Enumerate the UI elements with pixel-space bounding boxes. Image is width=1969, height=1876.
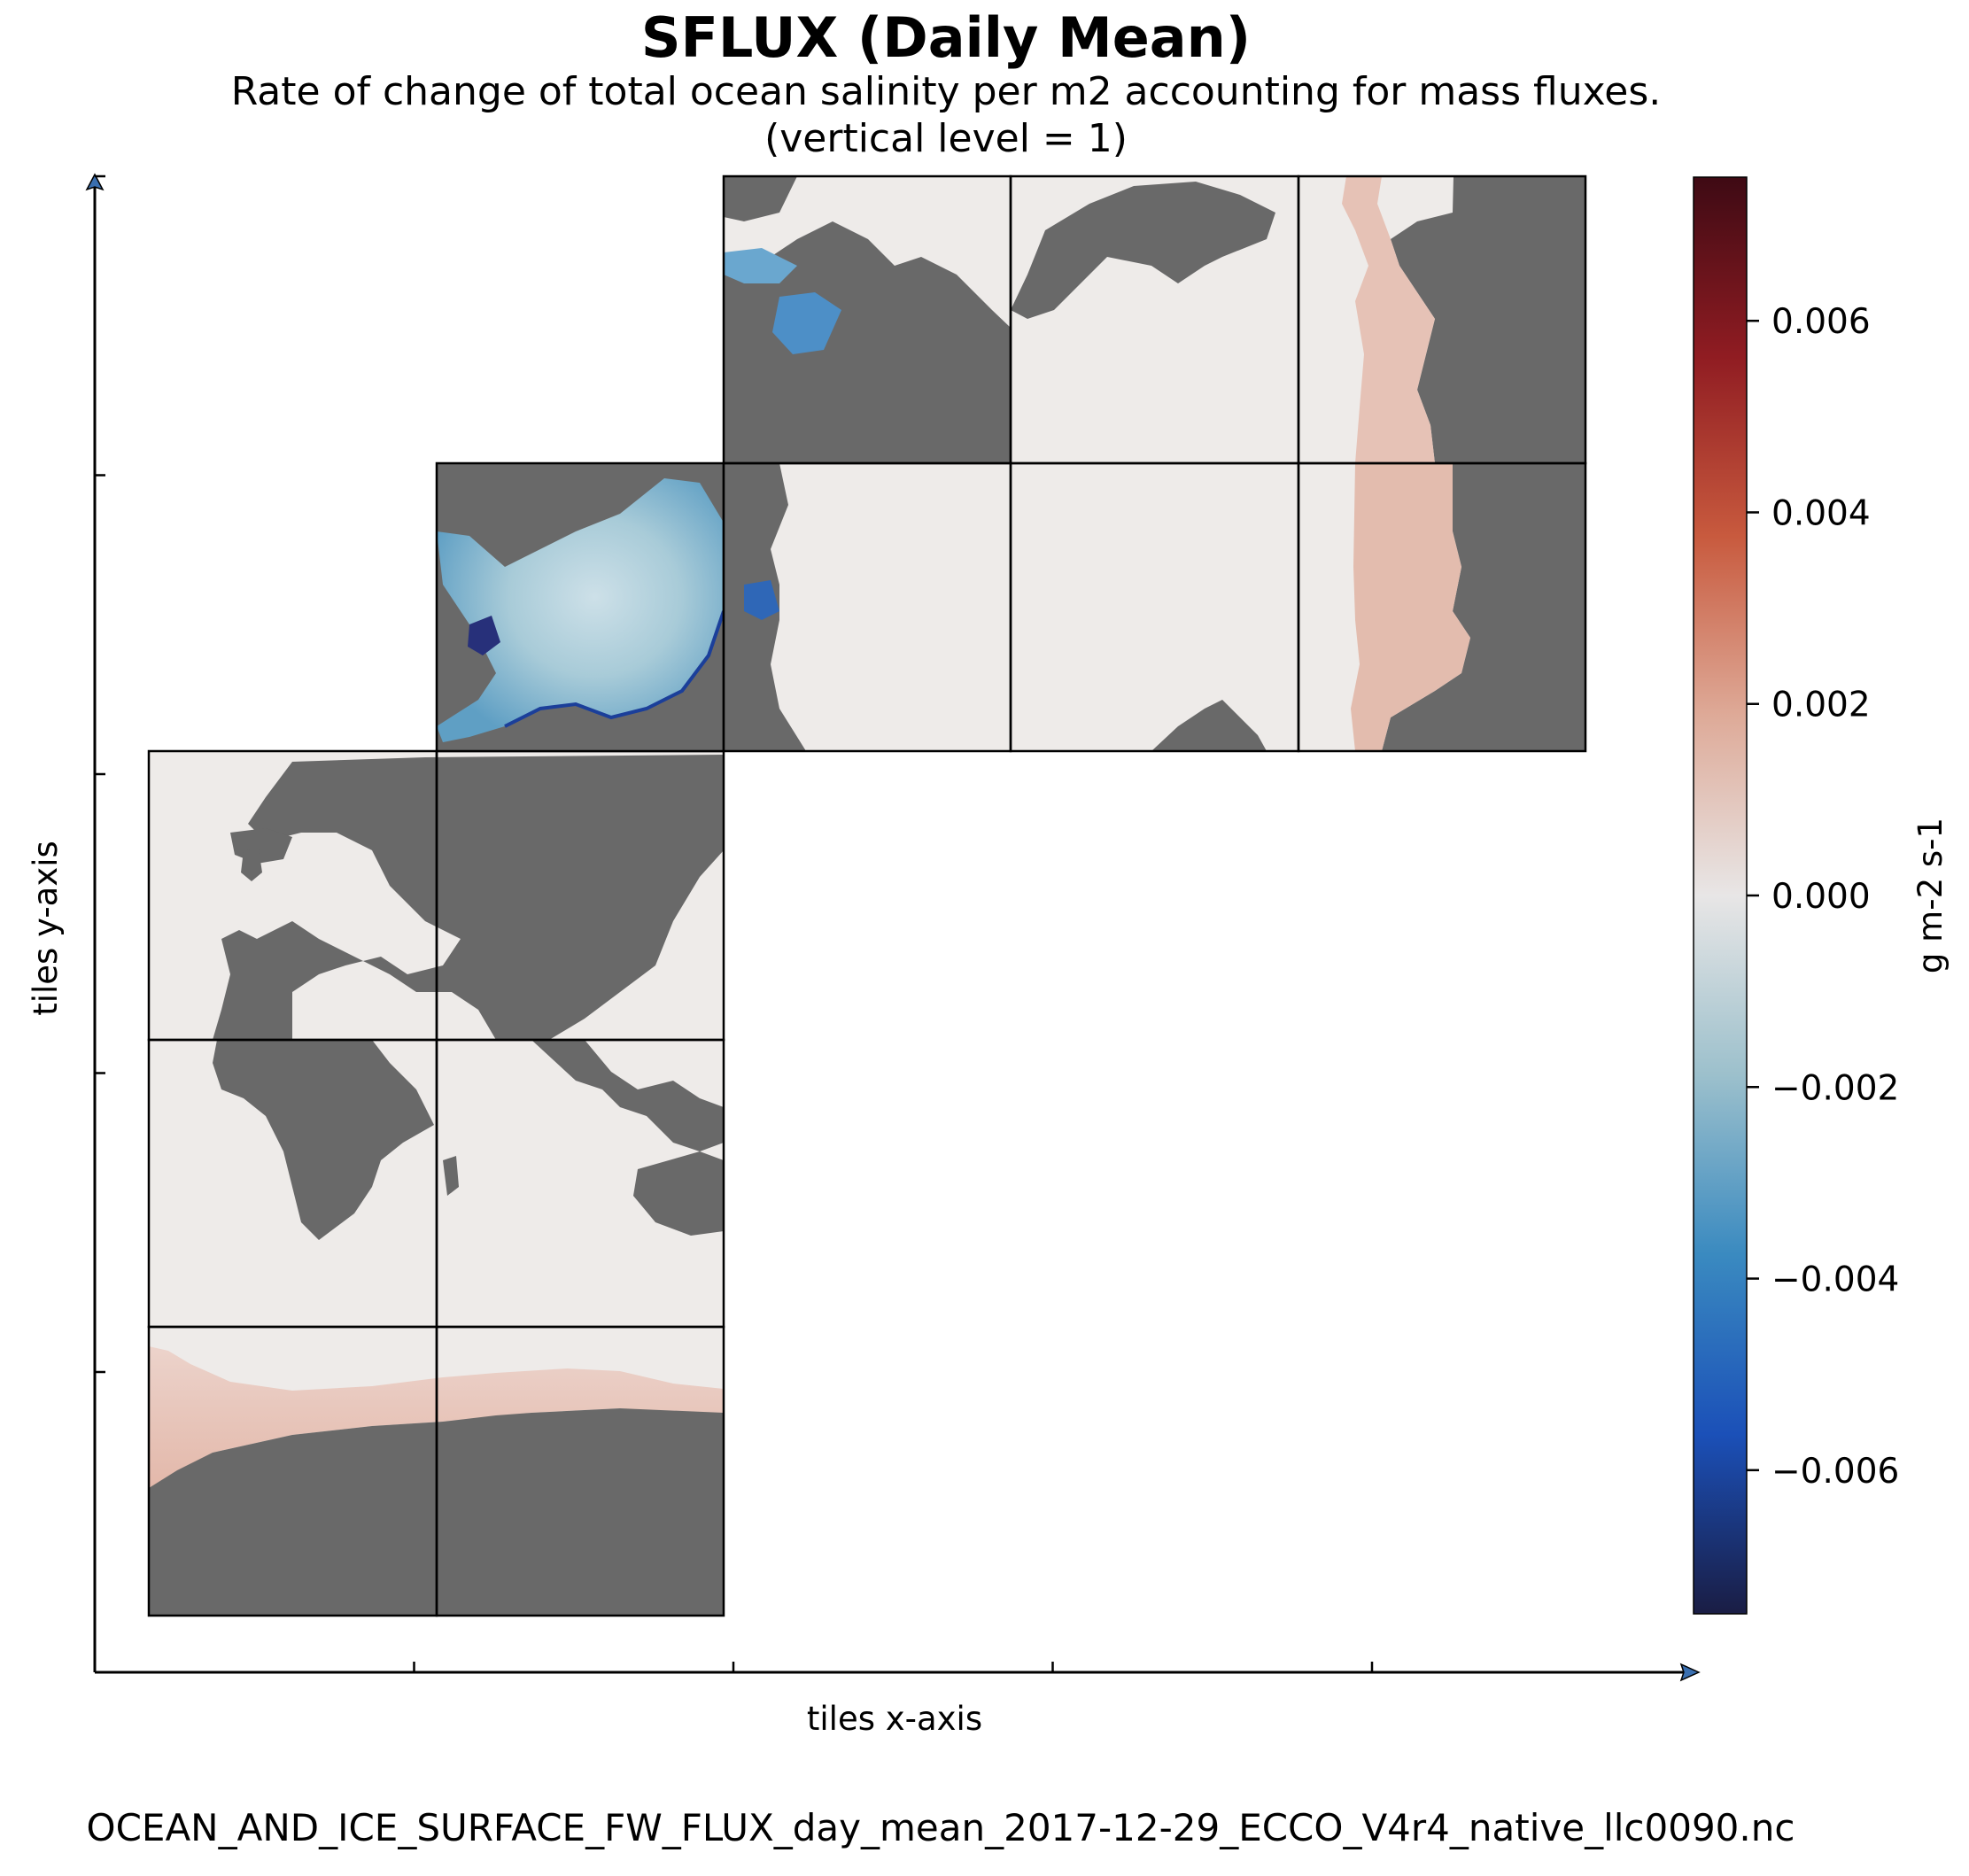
x-ticks	[413, 1662, 1374, 1672]
land-eurasia	[213, 755, 724, 1040]
land-north-america	[724, 221, 1011, 463]
x-axis-label: tiles x-axis	[807, 1700, 982, 1738]
land-australia	[633, 1151, 724, 1236]
pink-strip-top-right	[1342, 176, 1435, 463]
file-name-footer: OCEAN_AND_ICE_SURFACE_FW_FLUX_day_mean_2…	[87, 1806, 1795, 1849]
colorbar-tick-label: −0.004	[1771, 1260, 1899, 1300]
land-se-asia	[531, 1040, 724, 1151]
land-asia-top	[1011, 182, 1275, 319]
chart-title: SFLUX (Daily Mean)	[641, 5, 1251, 70]
colorbar-tick-label: 0.004	[1771, 493, 1871, 533]
colorbar-tick-label: −0.006	[1771, 1452, 1899, 1492]
y-axis-label: tiles y-axis	[27, 841, 65, 1016]
land-greenland-top	[724, 176, 797, 221]
land-top-right	[1391, 176, 1585, 463]
tile-group-right	[722, 174, 1587, 753]
y-ticks	[95, 174, 105, 1374]
land-madagascar	[443, 1156, 459, 1196]
colorbar-label: g m-2 s-1	[1911, 818, 1950, 973]
hudson-bay-negative	[772, 292, 841, 354]
arctic-ocean-negative	[437, 478, 724, 742]
colorbar-tick-label: 0.006	[1771, 302, 1871, 342]
colorbar-tick-label: 0.000	[1771, 877, 1871, 917]
arctic-dark-spot	[468, 616, 500, 655]
tile-map	[147, 174, 1587, 1617]
pink-strip-bottom-right	[1351, 463, 1470, 751]
hudson-strait-negative	[724, 248, 797, 283]
y-axis-arrow-icon	[85, 173, 105, 191]
colorbar-gradient	[1693, 176, 1748, 1615]
chart-subtitle-line1: Rate of change of total ocean salinity p…	[231, 69, 1662, 114]
colorbar-tick-label: 0.002	[1771, 686, 1871, 725]
land-pacific-islands	[1151, 700, 1267, 751]
tile-borders-right	[722, 174, 1587, 753]
arctic-edge-dark	[504, 610, 725, 728]
land-south-america	[1382, 463, 1585, 751]
x-axis-arrow-icon	[1679, 1663, 1701, 1682]
colorbar: 0.006 0.004 0.002 0.000 −0.002 −0.004 −0.006 g…	[1693, 176, 1950, 1615]
colorbar-ticks: 0.006 0.004 0.002 0.000 −0.002 −0.004 −0.006	[1747, 302, 1899, 1492]
tile-arctic	[435, 461, 725, 753]
tile-borders-left	[147, 749, 725, 1617]
japan-negative	[744, 580, 779, 620]
tile-group-left	[147, 749, 725, 1617]
land-uk	[241, 849, 262, 881]
colorbar-tick-label: −0.002	[1771, 1068, 1899, 1108]
axes	[85, 173, 1701, 1682]
chart-subtitle-line2: (vertical level = 1)	[764, 116, 1128, 161]
land-africa	[213, 1040, 434, 1240]
